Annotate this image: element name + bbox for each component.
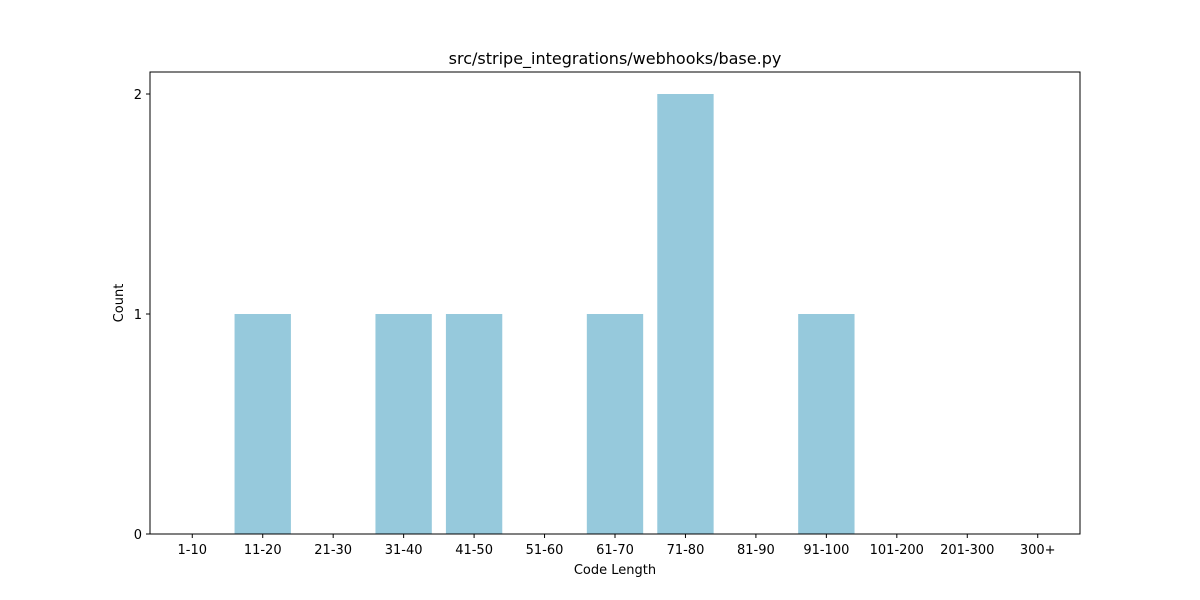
bar-41-50 bbox=[445, 314, 503, 534]
y-tick-label: 1 bbox=[134, 308, 142, 323]
y-tick-label: 0 bbox=[134, 528, 142, 543]
x-tick-label: 41-50 bbox=[455, 543, 493, 558]
y-axis-ticks: 0 1 2 bbox=[134, 88, 150, 543]
bar-31-40 bbox=[375, 314, 432, 534]
bar-91-100 bbox=[798, 314, 855, 534]
bar-11-20 bbox=[234, 314, 291, 534]
x-tick-label: 91-100 bbox=[803, 543, 849, 558]
x-tick-label: 31-40 bbox=[385, 543, 423, 558]
y-tick-label: 2 bbox=[134, 88, 142, 103]
x-axis-ticks: 1-10 11-20 21-30 31-40 41-50 51-60 61-70 71-80 8… bbox=[178, 534, 1056, 558]
x-tick-label: 61-70 bbox=[596, 543, 634, 558]
x-tick-label: 1-10 bbox=[178, 543, 208, 558]
x-tick-label: 300+ bbox=[1020, 543, 1056, 558]
bars bbox=[234, 94, 855, 534]
x-tick-label: 201-300 bbox=[940, 543, 994, 558]
x-tick-label: 81-90 bbox=[737, 543, 775, 558]
chart-title: src/stripe_integrations/webhooks/base.py bbox=[449, 49, 782, 69]
y-axis-label: Count bbox=[112, 284, 127, 323]
x-tick-label: 51-60 bbox=[526, 543, 564, 558]
bar-71-80 bbox=[657, 94, 714, 534]
x-tick-label: 21-30 bbox=[314, 543, 352, 558]
x-axis-label: Code Length bbox=[574, 563, 656, 578]
bar-61-70 bbox=[586, 314, 644, 534]
x-tick-label: 71-80 bbox=[667, 543, 705, 558]
x-tick-label: 101-200 bbox=[870, 543, 924, 558]
plot-frame bbox=[149, 71, 1081, 535]
x-tick-label: 11-20 bbox=[244, 543, 282, 558]
